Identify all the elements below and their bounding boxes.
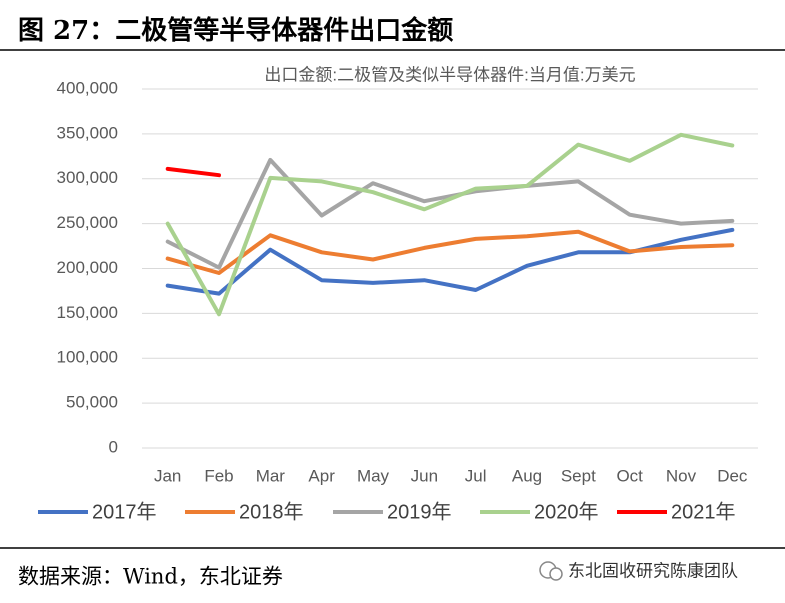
x-tick-label: Jan [154,466,181,485]
x-tick-label: Nov [666,466,697,485]
series-line [165,132,735,317]
series-line [165,157,735,270]
y-tick-label: 200,000 [57,258,118,277]
x-tick-label: Sept [561,466,596,485]
chart-title: 图 27：二极管等半导体器件出口金额 [18,15,453,46]
y-tick-label: 150,000 [57,303,118,322]
legend-label: 2017年 [92,500,157,523]
y-tick-label: 0 [109,437,118,456]
y-tick-label: 300,000 [57,168,118,187]
x-tick-label: Dec [717,466,748,485]
x-tick-label: Mar [256,466,286,485]
chart-subtitle: 出口金额:二极管及类似半导体器件:当月值:万美元 [264,65,635,84]
legend-label: 2021年 [671,500,736,523]
y-tick-label: 400,000 [57,78,118,97]
series-line [165,229,735,275]
x-tick-label: Jun [411,466,438,485]
y-tick-label: 50,000 [66,393,118,412]
x-tick-label: May [357,466,390,485]
x-tick-label: Jul [465,466,487,485]
y-tick-label: 350,000 [57,123,118,142]
y-tick-label: 100,000 [57,348,118,367]
watermark: 东北固收研究陈康团队 [568,561,738,580]
watermark-icon [539,561,563,581]
x-tick-label: Aug [512,466,542,485]
series-line [165,166,221,178]
x-tick-label: Feb [204,466,233,485]
series-line [165,227,735,296]
x-tick-label: Oct [616,466,643,485]
legend-label: 2020年 [534,500,599,523]
y-tick-label: 250,000 [57,213,118,232]
source: 数据来源：Wind，东北证券 [18,565,283,589]
x-tick-label: Apr [308,466,335,485]
legend-label: 2019年 [387,500,452,523]
legend-label: 2018年 [239,500,304,523]
